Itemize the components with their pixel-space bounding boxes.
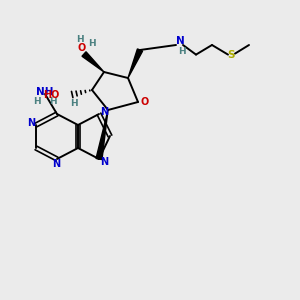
- Text: H: H: [70, 98, 78, 107]
- Text: N: N: [100, 107, 108, 117]
- Text: N: N: [27, 118, 35, 128]
- Text: O: O: [141, 97, 149, 107]
- Text: N: N: [52, 159, 60, 169]
- Text: H: H: [76, 35, 84, 44]
- Polygon shape: [96, 110, 108, 160]
- Text: S: S: [227, 50, 235, 60]
- Text: H: H: [33, 98, 41, 106]
- Text: H: H: [49, 98, 57, 106]
- Text: N: N: [176, 36, 184, 46]
- Polygon shape: [128, 49, 142, 78]
- Text: O: O: [78, 43, 86, 53]
- Text: NH: NH: [36, 87, 54, 97]
- Text: HO: HO: [43, 90, 59, 100]
- Text: H: H: [178, 47, 186, 56]
- Text: N: N: [100, 157, 108, 167]
- Text: H: H: [88, 40, 96, 49]
- Polygon shape: [82, 52, 104, 72]
